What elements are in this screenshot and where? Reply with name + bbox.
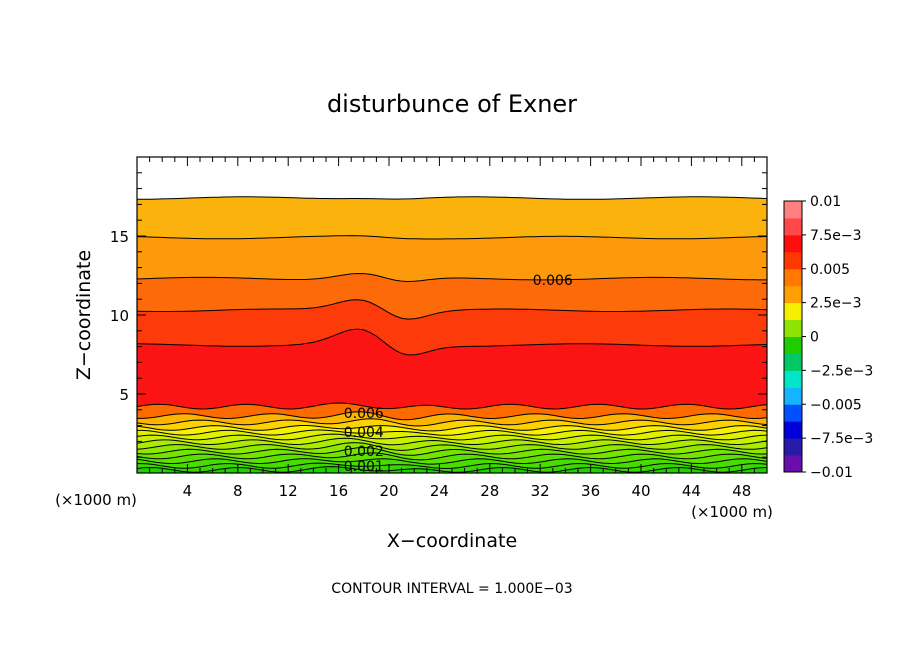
contour-label: 0.006 [344,406,384,422]
x-axis-title: X−coordinate [387,530,517,552]
contour-line [136,458,768,465]
contour-label: 0.004 [344,425,384,441]
contour-label: 0.001 [344,459,384,475]
colorbar-swatch [784,251,802,270]
contour-band [136,196,768,240]
colorbar-swatch [784,285,802,304]
x-tick-label: 32 [531,482,550,500]
chart-title: disturbunce of Exner [327,90,577,118]
x-axis-unit: (×1000 m) [691,503,773,521]
colorbar-tick-label: 0.005 [810,262,850,278]
colorbar-tick-label: 7.5e−3 [810,228,862,244]
contour-interval-footer: CONTOUR INTERVAL = 1.000E−03 [331,581,572,597]
contour-label: 0.006 [533,273,573,289]
colorbar-swatch [784,234,802,253]
contour-band [136,235,768,282]
y-axis-unit: (×1000 m) [55,491,137,509]
contour-line [136,402,768,410]
contour-line [136,328,768,356]
contour-line [137,196,768,200]
colorbar-swatch [784,455,802,473]
colorbar-tick-label: 0 [810,330,819,346]
contour-line [136,418,768,427]
x-tick-label: 40 [631,482,650,500]
colorbar-swatch [784,302,802,321]
x-tick-label: 36 [581,482,600,500]
colorbar-swatch [784,353,802,371]
colorbar-swatch [784,438,802,456]
colorbar-swatch [784,201,802,219]
x-tick-label: 20 [379,482,398,500]
contour-line [136,446,768,456]
colorbar-swatch [784,421,802,439]
colorbar-tick-label: −0.005 [810,397,862,413]
contour-line [136,442,768,451]
x-tick-label: 4 [183,482,193,500]
x-tick-label: 12 [279,482,298,500]
colorbar-tick-label: −0.01 [810,465,853,481]
contour-label: 0.002 [344,444,384,460]
colorbar-swatch [784,268,802,287]
colorbar-swatch [784,370,802,388]
x-tick-label: 24 [430,482,449,500]
colorbar-swatch [784,387,802,405]
contour-line [136,425,768,432]
y-axis-title: Z−coordinate [73,250,95,380]
colorbar-tick-label: −2.5e−3 [810,363,873,379]
x-tick-label: 44 [682,482,701,500]
x-tick-label: 48 [732,482,751,500]
colorbar-swatch [784,336,802,354]
colorbar-tick-label: −7.5e−3 [810,431,873,447]
colorbar-swatch [784,319,802,337]
x-tick-label: 8 [233,482,243,500]
x-tick-label: 28 [480,482,499,500]
colorbar-tick-label: 2.5e−3 [810,296,862,312]
contour-line [137,429,768,436]
y-tick-label: 5 [119,386,129,404]
x-tick-label: 16 [329,482,348,500]
y-tick-label: 10 [110,307,129,325]
contour-line [136,437,768,446]
contour-line [136,235,768,240]
colorbar-swatch [784,217,802,236]
contour-line [136,452,768,461]
contour-line [136,299,768,320]
colorbar-swatch [784,404,802,422]
colorbar-tick-label: 0.01 [810,194,841,210]
colorbar: 0.01 7.5e−3 0.005 2.5e−3 0 −2.5e−3 −0.005 −7.5e… [783,194,873,481]
contour-line [137,411,768,421]
y-tick-label: 15 [110,228,129,246]
contour-line [136,433,768,441]
contour-line [136,272,767,283]
